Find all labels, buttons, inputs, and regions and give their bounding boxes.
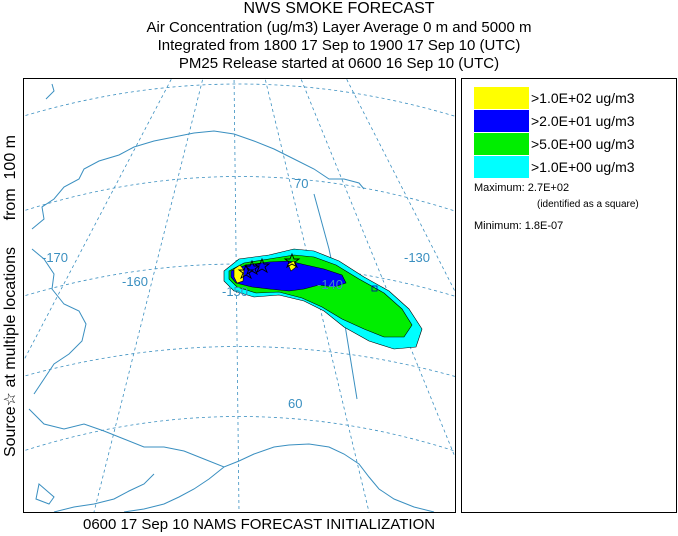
lon-label-150: -150 <box>222 284 248 299</box>
lon-label-170: -170 <box>42 250 68 265</box>
source-star-markers <box>237 252 301 280</box>
source-location-label: Source☆ at multiple locations from 100 m <box>0 76 19 516</box>
legend-item: >5.0E+00 ug/m3 <box>474 133 674 155</box>
lat-label-70: 70 <box>294 176 308 191</box>
legend-item: >1.0E+02 ug/m3 <box>474 87 674 109</box>
source-star-icon <box>283 252 301 269</box>
plume-level-yellow-west <box>233 264 245 284</box>
release-info: PM25 Release started at 0600 16 Sep 10 (… <box>178 55 500 72</box>
legend-item: >1.0E+00 ug/m3 <box>474 156 674 178</box>
longitude-lines <box>24 79 455 512</box>
source-description: at multiple locations from 100 m <box>2 134 19 392</box>
legend-swatch <box>474 156 529 178</box>
smoke-plume <box>223 248 423 350</box>
alaska-coastline <box>28 83 435 512</box>
legend-item: >2.0E+01 ug/m3 <box>474 110 674 132</box>
integration-period: Integrated from 1800 17 Sep to 1900 17 S… <box>157 37 521 54</box>
plume-level-yellow-east <box>287 260 297 272</box>
forecast-initialization: 0600 17 Sep 10 NAMS FORECAST INITIALIZAT… <box>83 516 436 533</box>
lon-label-140: -140 <box>317 277 343 292</box>
maximum-square <box>371 285 378 292</box>
legend-panel: >1.0E+02 ug/m3 >2.0E+01 ug/m3 >5.0E+00 u… <box>461 78 677 513</box>
legend-swatch <box>474 87 529 109</box>
legend-label: >2.0E+01 ug/m3 <box>531 113 635 129</box>
source-star-icon <box>253 257 271 274</box>
maximum-value: Maximum: 2.7E+02 <box>474 182 570 194</box>
smoke-map: -170 -160 -150 -140 -130 70 60 <box>23 78 456 513</box>
minimum-value: Minimum: 1.8E-07 <box>474 220 564 232</box>
legend-label: >1.0E+00 ug/m3 <box>531 159 635 175</box>
legend-swatch <box>474 110 529 132</box>
plume-level-blue <box>230 260 347 292</box>
concentration-subtitle: Air Concentration (ug/m3) Layer Average … <box>146 19 532 36</box>
legend-label: >5.0E+00 ug/m3 <box>531 136 635 152</box>
source-star-icon <box>237 263 255 280</box>
lon-label-130: -130 <box>404 250 430 265</box>
legend-swatch <box>474 133 529 155</box>
lat-label-60: 60 <box>288 396 302 411</box>
map-canvas: -170 -160 -150 -140 -130 70 60 <box>24 79 455 512</box>
lon-label-160: -160 <box>122 274 148 289</box>
source-word: Source <box>2 406 19 458</box>
maximum-note: (identified as a square) <box>537 199 639 210</box>
source-star-icon: ☆ <box>2 391 19 407</box>
legend-label: >1.0E+02 ug/m3 <box>531 90 635 106</box>
forecast-title: NWS SMOKE FORECAST <box>243 0 435 17</box>
